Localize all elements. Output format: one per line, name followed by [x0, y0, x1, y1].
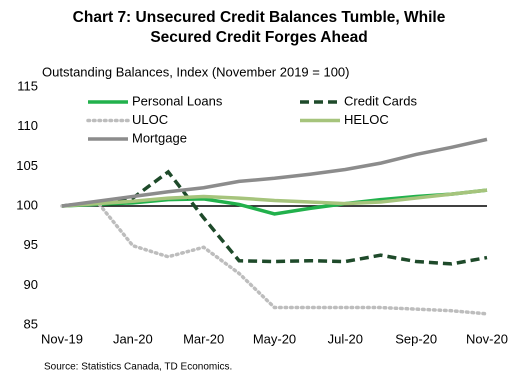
x-tick-label: Nov-19 — [41, 331, 83, 346]
legend-label: Personal Loans — [132, 93, 223, 108]
legend-label: HELOC — [344, 112, 389, 127]
legend-label: Mortgage — [132, 130, 187, 145]
x-tick-label: Mar-20 — [183, 331, 224, 346]
y-axis-label: Outstanding Balances, Index (November 20… — [42, 64, 350, 79]
x-tick-label: Jul-20 — [328, 331, 363, 346]
y-tick-label: 115 — [17, 78, 38, 93]
y-tick-label: 85 — [24, 316, 38, 331]
chart-title: Secured Credit Forges Ahead — [150, 29, 367, 46]
legend-label: Credit Cards — [344, 93, 417, 108]
y-tick-label: 110 — [17, 118, 38, 133]
y-tick-label: 90 — [24, 277, 38, 292]
y-tick-label: 100 — [16, 197, 38, 212]
line-series — [61, 137, 488, 208]
chart-title: Chart 7: Unsecured Credit Balances Tumbl… — [73, 9, 446, 26]
source: Source: Statistics Canada, TD Economics. — [44, 362, 232, 373]
legend-label: ULOC — [132, 112, 168, 127]
y-tick-label: 95 — [24, 237, 38, 252]
line-series — [61, 169, 488, 266]
x-tick-label: Nov-20 — [466, 331, 508, 346]
y-tick-label: 105 — [16, 158, 38, 173]
line-series — [61, 188, 488, 208]
x-tick-label: Jan-20 — [113, 331, 153, 346]
line-series — [60, 200, 489, 316]
x-tick-label: May-20 — [253, 331, 296, 346]
x-tick-label: Sep-20 — [395, 331, 437, 346]
